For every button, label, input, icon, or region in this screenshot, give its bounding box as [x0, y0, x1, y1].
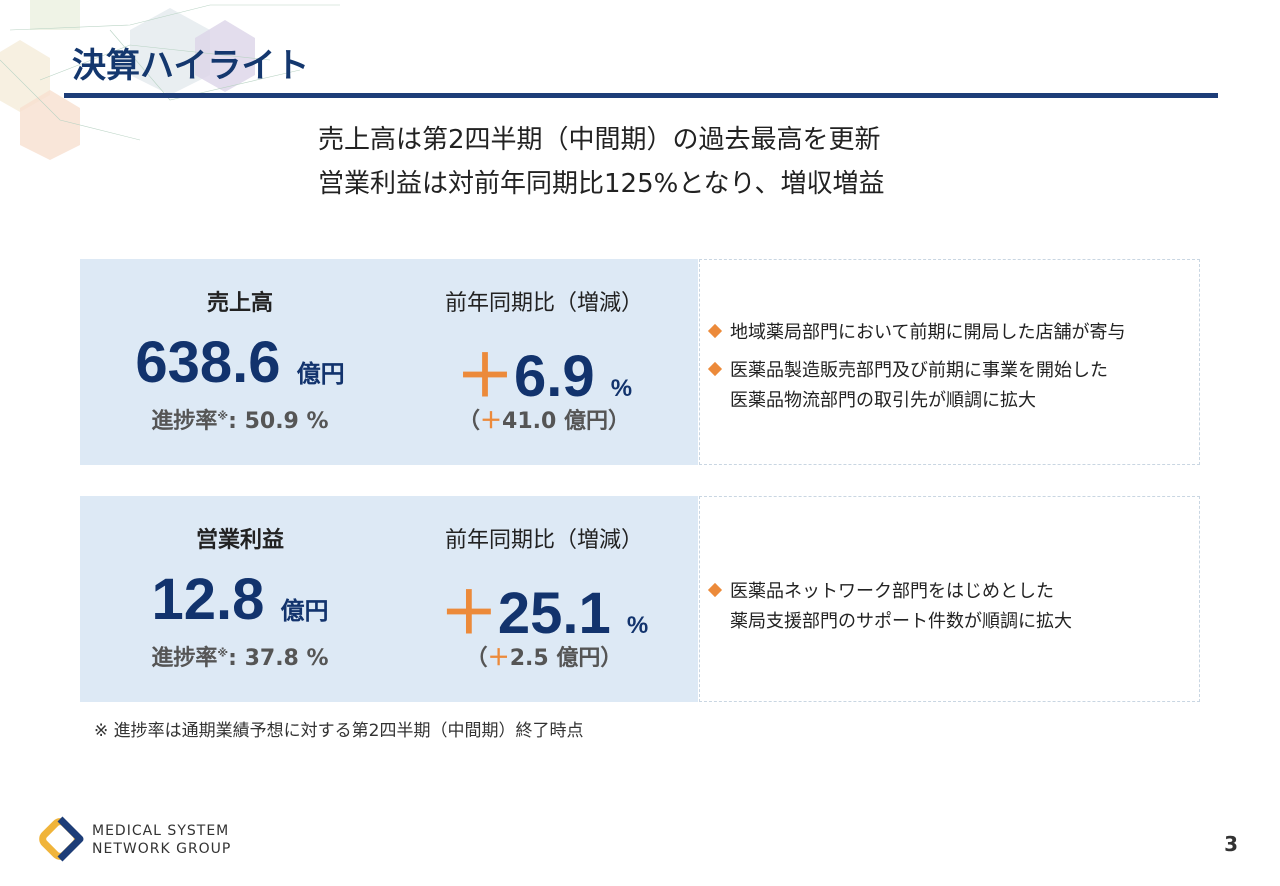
progress-rate: 進捗率※: 50.9 % [151, 409, 329, 434]
sales-comments: 地域薬局部門において前期に開局した店舗が寄与 医薬品製造販売部門及び前期に事業を… [699, 259, 1200, 465]
bullet-item: 医薬品製造販売部門及び前期に事業を開始した 医薬品物流部門の取引先が順調に拡大 [707, 356, 1108, 416]
profit-metrics: 営業利益 12.8 億円 進捗率※: 37.8 % 前年同期比（増減） ＋25.… [80, 496, 698, 702]
page-title: 決算ハイライト [72, 46, 310, 86]
headline-line: 売上高は第2四半期（中間期）の過去最高を更新 [318, 125, 881, 155]
bullet-item: 医薬品ネットワーク部門をはじめとした 薬局支援部門のサポート件数が順調に拡大 [707, 577, 1072, 637]
page-number: 3 [1224, 832, 1238, 856]
diamond-bullet-icon [707, 361, 723, 377]
profit-comments: 医薬品ネットワーク部門をはじめとした 薬局支援部門のサポート件数が順調に拡大 [699, 496, 1200, 702]
sales-card: 売上高 638.6 億円 進捗率※: 50.9 % 前年同期比（増減） ＋6.9… [80, 259, 1200, 465]
footnote: ※ 進捗率は通期業績予想に対する第2四半期（中間期）終了時点 [94, 721, 584, 741]
yoy-label: 前年同期比（増減） [444, 291, 643, 316]
company-logo-text: MEDICAL SYSTEM NETWORK GROUP [92, 823, 232, 857]
title-divider [64, 93, 1218, 98]
diamond-bullet-icon [707, 323, 723, 339]
hexagon-network-decoration [0, 0, 340, 160]
diamond-bullet-icon [707, 582, 723, 598]
yoy-label: 前年同期比（増減） [444, 528, 643, 553]
yoy-value: ＋25.1 % [439, 581, 649, 646]
headline: 売上高は第2四半期（中間期）の過去最高を更新 営業利益は対前年同期比125%とな… [318, 118, 885, 206]
yoy-diff: （＋41.0 億円） [458, 409, 630, 434]
yoy-value: ＋6.9 % [455, 344, 633, 409]
yoy-diff: （＋2.5 億円） [465, 646, 623, 671]
sales-metrics: 売上高 638.6 億円 進捗率※: 50.9 % 前年同期比（増減） ＋6.9… [80, 259, 698, 465]
metric-label: 売上高 [206, 291, 273, 316]
progress-rate: 進捗率※: 37.8 % [151, 646, 329, 671]
headline-line: 営業利益は対前年同期比125%となり、増収増益 [318, 169, 885, 199]
metric-value: 638.6 億円 [135, 330, 345, 395]
metric-label: 営業利益 [195, 528, 284, 553]
bullet-item: 地域薬局部門において前期に開局した店舗が寄与 [707, 318, 1125, 348]
operating-profit-card: 営業利益 12.8 億円 進捗率※: 37.8 % 前年同期比（増減） ＋25.… [80, 496, 1200, 702]
company-logo-icon [39, 816, 84, 862]
metric-value: 12.8 億円 [151, 567, 329, 632]
